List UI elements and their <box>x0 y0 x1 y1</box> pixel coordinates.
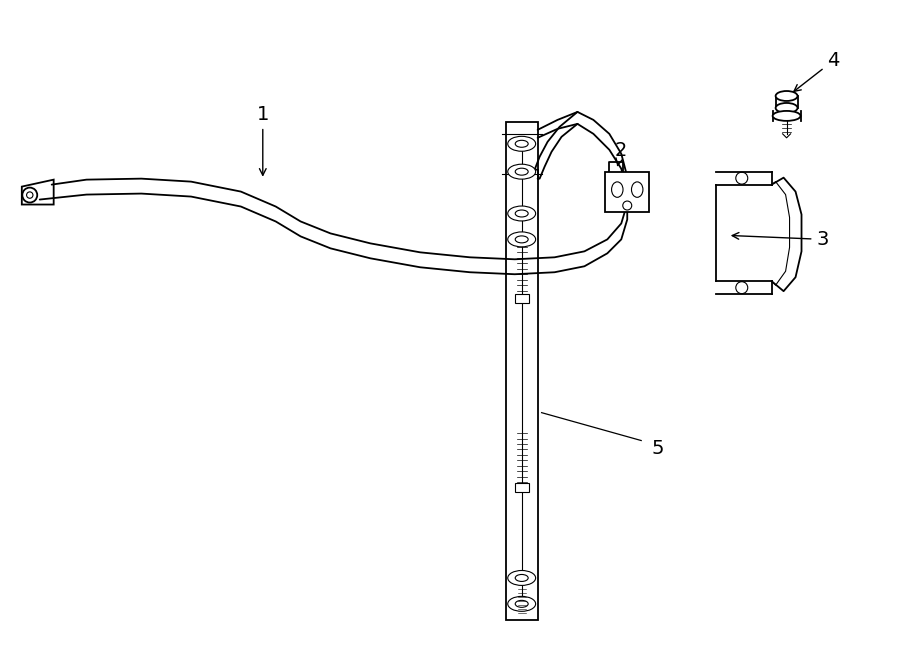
Ellipse shape <box>508 232 536 247</box>
Bar <box>515 294 528 303</box>
Text: 1: 1 <box>256 105 269 175</box>
Text: 3: 3 <box>733 230 829 249</box>
Ellipse shape <box>508 570 536 586</box>
Polygon shape <box>22 180 54 204</box>
Ellipse shape <box>776 91 797 101</box>
Ellipse shape <box>508 164 536 179</box>
Text: 5: 5 <box>652 439 663 458</box>
Text: 2: 2 <box>615 141 627 165</box>
Ellipse shape <box>776 103 797 113</box>
Ellipse shape <box>772 111 800 121</box>
Ellipse shape <box>508 206 536 221</box>
Text: 4: 4 <box>794 51 840 91</box>
Ellipse shape <box>508 596 536 611</box>
Bar <box>506 122 537 620</box>
Ellipse shape <box>508 136 536 151</box>
Bar <box>515 483 528 492</box>
Bar <box>606 172 649 212</box>
